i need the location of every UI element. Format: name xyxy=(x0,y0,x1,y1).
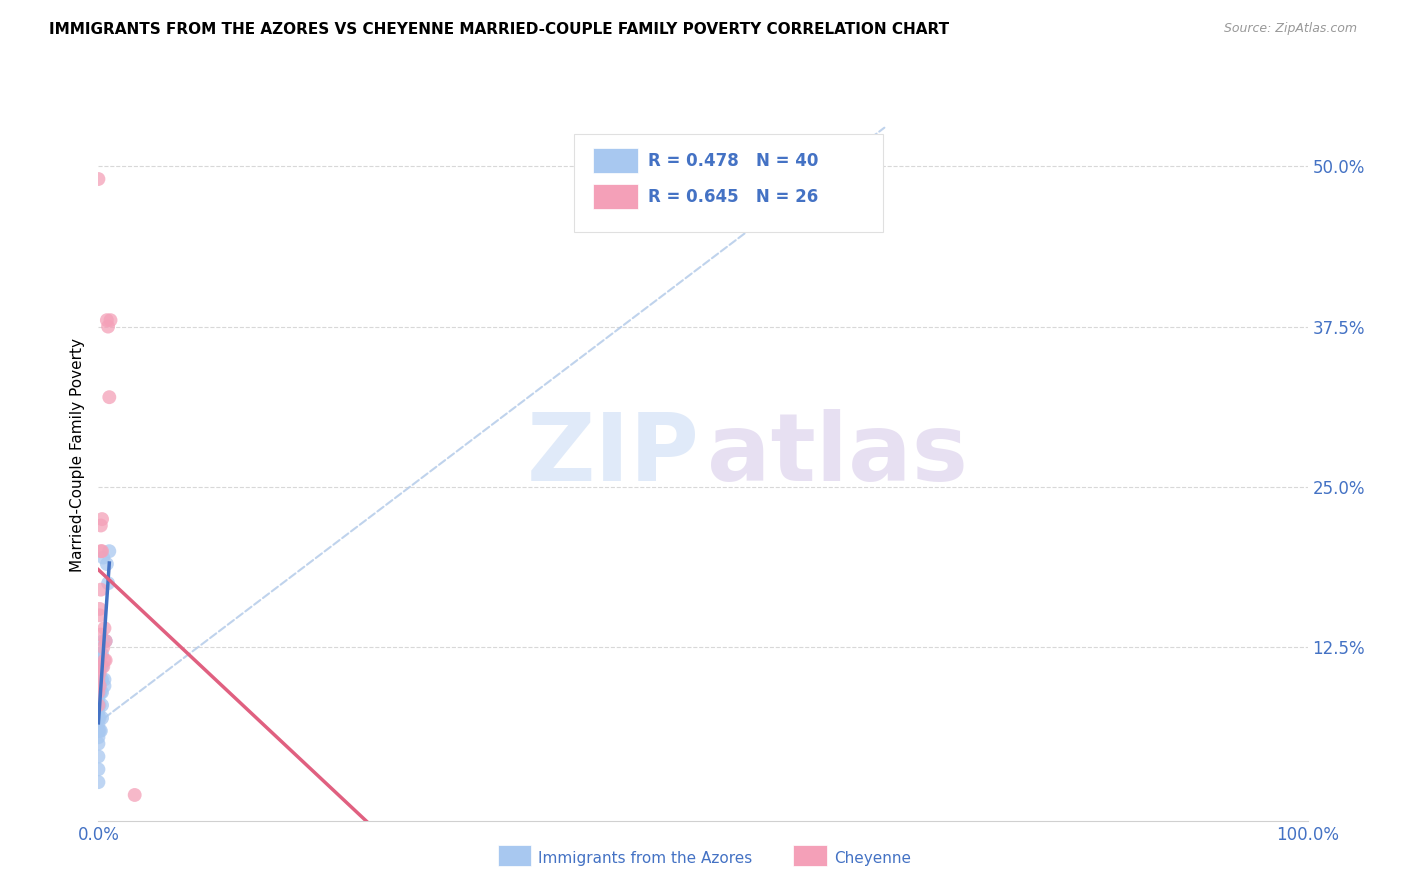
Point xyxy=(89,608,111,623)
Text: Immigrants from the Azores: Immigrants from the Azores xyxy=(538,851,752,865)
Text: R = 0.645   N = 26: R = 0.645 N = 26 xyxy=(648,188,818,206)
Point xyxy=(90,659,112,673)
Point xyxy=(91,698,114,713)
Point xyxy=(97,576,120,591)
Point xyxy=(93,679,115,693)
Point xyxy=(89,673,111,687)
Point xyxy=(91,550,114,565)
Point xyxy=(87,711,110,725)
Point xyxy=(89,659,111,673)
Point xyxy=(94,634,117,648)
Point xyxy=(91,685,114,699)
Point xyxy=(87,723,110,738)
Point xyxy=(89,647,111,661)
Point xyxy=(90,647,112,661)
Point xyxy=(89,666,111,681)
Point xyxy=(91,711,114,725)
Point xyxy=(100,313,122,327)
Text: ZIP: ZIP xyxy=(526,409,699,501)
Point xyxy=(94,634,117,648)
Point xyxy=(87,698,110,713)
Point xyxy=(91,659,114,673)
Point xyxy=(87,698,110,713)
Point xyxy=(89,723,111,738)
Text: Source: ZipAtlas.com: Source: ZipAtlas.com xyxy=(1223,22,1357,36)
Text: IMMIGRANTS FROM THE AZORES VS CHEYENNE MARRIED-COUPLE FAMILY POVERTY CORRELATION: IMMIGRANTS FROM THE AZORES VS CHEYENNE M… xyxy=(49,22,949,37)
Point xyxy=(87,705,110,719)
Point xyxy=(87,717,110,731)
Point xyxy=(96,313,118,327)
Point xyxy=(89,698,111,713)
Point xyxy=(93,621,115,635)
Point xyxy=(91,673,114,687)
Text: atlas: atlas xyxy=(707,409,967,501)
Point xyxy=(91,544,114,558)
Point xyxy=(90,627,112,641)
Text: R = 0.478   N = 40: R = 0.478 N = 40 xyxy=(648,153,818,170)
Point xyxy=(87,691,110,706)
Point xyxy=(94,653,117,667)
Point xyxy=(98,390,121,404)
Point xyxy=(90,518,112,533)
Point xyxy=(96,557,118,571)
Point xyxy=(91,647,114,661)
Point xyxy=(87,762,110,776)
Point xyxy=(91,640,114,655)
Point xyxy=(89,679,111,693)
Point xyxy=(90,673,112,687)
Point xyxy=(93,673,115,687)
Point xyxy=(90,582,112,597)
Point xyxy=(89,679,111,693)
Point xyxy=(87,659,110,673)
Point xyxy=(87,775,110,789)
Point xyxy=(93,653,115,667)
Point xyxy=(87,172,110,186)
Point xyxy=(89,653,111,667)
Point xyxy=(91,659,114,673)
Point xyxy=(87,685,110,699)
Point xyxy=(87,730,110,744)
Point xyxy=(87,737,110,751)
Point xyxy=(89,711,111,725)
Point xyxy=(90,544,112,558)
Y-axis label: Married-Couple Family Poverty: Married-Couple Family Poverty xyxy=(69,338,84,572)
Point xyxy=(89,685,111,699)
Point xyxy=(124,788,146,802)
Point xyxy=(97,319,120,334)
Point xyxy=(98,544,121,558)
Point xyxy=(87,749,110,764)
Point xyxy=(91,634,114,648)
Point xyxy=(90,685,112,699)
Point xyxy=(87,685,110,699)
Text: Cheyenne: Cheyenne xyxy=(834,851,911,865)
Point xyxy=(87,673,110,687)
Point xyxy=(90,723,112,738)
Point xyxy=(91,512,114,526)
Point xyxy=(89,602,111,616)
